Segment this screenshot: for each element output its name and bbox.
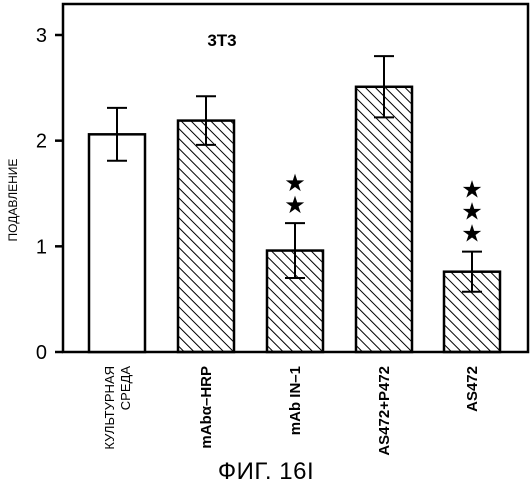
bar-0 <box>89 134 145 352</box>
y-tick-label-2: 2 <box>36 131 47 153</box>
chart-title: 3T3 <box>207 31 236 50</box>
x-tick-label-0-1: СРЕДА <box>118 366 133 411</box>
y-axis-label: ПОДАВЛЕНИЕ <box>6 159 20 242</box>
bar-chart: 0 1 2 3 ПОДАВЛЕНИЕ 3T3 КУЛЬТУРНАЯСРЕДА mAbα–HRP… <box>0 0 532 458</box>
bar-3 <box>356 87 412 352</box>
y-tick-label-0: 0 <box>36 342 47 364</box>
figure-caption: ФИГ. 16I <box>0 458 532 486</box>
x-tick-label-3: AS472+P472 <box>376 366 393 456</box>
x-tick-label-2: mAb IN–1 <box>287 366 304 435</box>
x-tick-label-0-0: КУЛЬТУРНАЯ <box>102 366 117 450</box>
bar-1 <box>178 121 234 352</box>
significance-star-2-1: ★ <box>284 192 306 219</box>
x-tick-label-4: AS472 <box>464 366 481 412</box>
y-tick-label-1: 1 <box>36 236 47 258</box>
y-tick-label-3: 3 <box>36 25 47 47</box>
significance-star-4-2: ★ <box>461 221 483 248</box>
x-tick-label-1: mAbα–HRP <box>198 366 215 449</box>
